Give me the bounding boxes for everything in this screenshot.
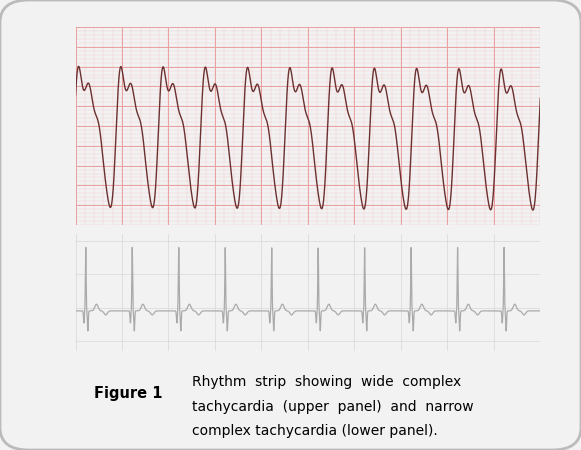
Text: complex tachycardia (lower panel).: complex tachycardia (lower panel). — [192, 424, 437, 438]
Text: Figure 1: Figure 1 — [94, 386, 162, 401]
Text: Rhythm  strip  showing  wide  complex: Rhythm strip showing wide complex — [192, 375, 461, 389]
Text: tachycardia  (upper  panel)  and  narrow: tachycardia (upper panel) and narrow — [192, 400, 474, 414]
